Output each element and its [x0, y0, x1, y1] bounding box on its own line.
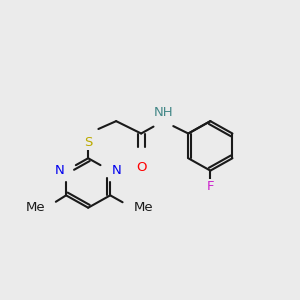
Text: N: N: [112, 164, 122, 177]
Text: NH: NH: [153, 106, 173, 119]
Text: N: N: [55, 164, 64, 177]
Text: Me: Me: [134, 201, 153, 214]
Text: Me: Me: [25, 201, 45, 214]
Text: S: S: [84, 136, 92, 149]
Text: F: F: [207, 180, 214, 193]
Text: O: O: [136, 160, 146, 174]
